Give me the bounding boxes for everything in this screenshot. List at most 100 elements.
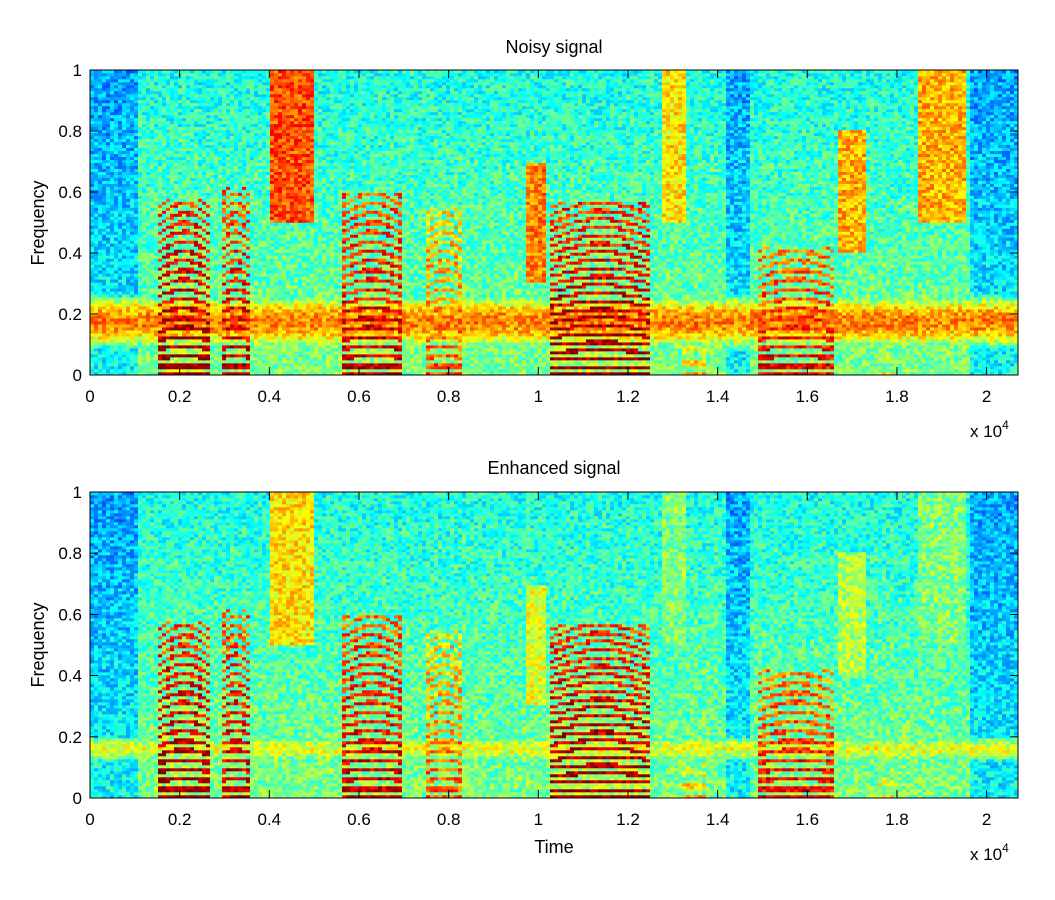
- heatmap-cell: [230, 279, 235, 283]
- heatmap-cell: [114, 108, 119, 113]
- heatmap-cell: [254, 162, 259, 166]
- heatmap-cell: [154, 252, 159, 256]
- heatmap-cell: [186, 183, 191, 187]
- heatmap-cell: [254, 336, 259, 340]
- heatmap-cell: [218, 237, 223, 241]
- heatmap-cell: [146, 276, 151, 280]
- heatmap-cell: [138, 123, 143, 128]
- heatmap-cell: [90, 102, 95, 107]
- heatmap-cell: [250, 189, 255, 193]
- heatmap-cell: [214, 222, 219, 226]
- heatmap-cell: [142, 87, 147, 92]
- heatmap-cell: [186, 237, 191, 241]
- heatmap-cell: [126, 153, 131, 158]
- heatmap-cell: [138, 363, 143, 367]
- heatmap-cell: [90, 228, 95, 232]
- heatmap-cell: [154, 117, 159, 122]
- heatmap-cell: [250, 294, 255, 298]
- heatmap-cell: [210, 297, 215, 301]
- heatmap-cell: [254, 279, 259, 283]
- heatmap-cell: [154, 87, 159, 92]
- heatmap-cell: [194, 297, 199, 301]
- heatmap-cell: [222, 195, 227, 199]
- heatmap-cell: [214, 303, 219, 307]
- heatmap-cell: [158, 195, 163, 199]
- heatmap-cell: [198, 279, 203, 283]
- heatmap-cell: [90, 96, 95, 101]
- heatmap-cell: [222, 249, 227, 253]
- heatmap-cell: [250, 288, 255, 292]
- heatmap-cell: [186, 126, 191, 131]
- heatmap-cell: [114, 345, 119, 349]
- heatmap-cell: [234, 234, 239, 238]
- heatmap-cell: [234, 117, 239, 122]
- heatmap-cell: [210, 126, 215, 131]
- heatmap-cell: [190, 291, 195, 295]
- heatmap-cell: [146, 360, 151, 364]
- heatmap-cell: [134, 153, 139, 158]
- heatmap-cell: [94, 300, 99, 304]
- heatmap-cell: [130, 330, 135, 334]
- heatmap-cell: [210, 330, 215, 334]
- heatmap-cell: [226, 288, 231, 292]
- heatmap-cell: [154, 213, 159, 217]
- heatmap-cell: [110, 234, 115, 238]
- heatmap-cell: [262, 228, 267, 232]
- heatmap-cell: [214, 105, 219, 110]
- heatmap-cell: [102, 279, 107, 283]
- heatmap-cell: [134, 243, 139, 247]
- heatmap-cell: [106, 204, 111, 208]
- heatmap-cell: [242, 321, 247, 325]
- heatmap-cell: [250, 330, 255, 334]
- heatmap-cell: [158, 336, 163, 340]
- heatmap-cell: [230, 120, 235, 125]
- heatmap-cell: [146, 372, 151, 376]
- heatmap-cell: [210, 117, 215, 122]
- heatmap-cell: [106, 225, 111, 229]
- heatmap-cell: [90, 252, 95, 256]
- heatmap-cell: [182, 249, 187, 253]
- heatmap-cell: [202, 204, 207, 208]
- heatmap-cell: [226, 111, 231, 116]
- heatmap-cell: [282, 186, 287, 190]
- heatmap-cell: [146, 270, 151, 274]
- heatmap-cell: [258, 78, 263, 83]
- heatmap-cell: [130, 111, 135, 116]
- heatmap-cell: [106, 159, 111, 163]
- heatmap-cell: [122, 174, 127, 178]
- heatmap-cell: [138, 366, 143, 370]
- heatmap-cell: [246, 135, 251, 140]
- heatmap-cell: [162, 141, 167, 146]
- heatmap-cell: [110, 339, 115, 343]
- heatmap-cell: [166, 351, 171, 355]
- heatmap-cell: [138, 279, 143, 283]
- heatmap-cell: [206, 108, 211, 113]
- heatmap-cell: [206, 351, 211, 355]
- heatmap-cell: [166, 285, 171, 289]
- heatmap-cell: [226, 102, 231, 107]
- heatmap-cell: [222, 126, 227, 131]
- heatmap-cell: [206, 273, 211, 277]
- heatmap-cell: [154, 288, 159, 292]
- heatmap-cell: [238, 219, 243, 223]
- heatmap-cell: [202, 216, 207, 220]
- heatmap-cell: [278, 75, 283, 80]
- heatmap-cell: [202, 174, 207, 178]
- heatmap-cell: [222, 222, 227, 226]
- heatmap-cell: [254, 189, 259, 193]
- heatmap-cell: [202, 231, 207, 235]
- heatmap-cell: [186, 351, 191, 355]
- heatmap-cell: [158, 138, 163, 143]
- heatmap-cell: [154, 264, 159, 268]
- heatmap-cell: [226, 342, 231, 346]
- heatmap-cell: [222, 78, 227, 83]
- heatmap-cell: [210, 165, 215, 169]
- heatmap-cell: [98, 267, 103, 271]
- heatmap-cell: [150, 324, 155, 328]
- heatmap-cell: [222, 132, 227, 137]
- heatmap-cell: [282, 81, 287, 86]
- heatmap-cell: [226, 78, 231, 83]
- heatmap-cell: [270, 111, 275, 116]
- heatmap-cell: [186, 246, 191, 250]
- heatmap-cell: [270, 330, 275, 334]
